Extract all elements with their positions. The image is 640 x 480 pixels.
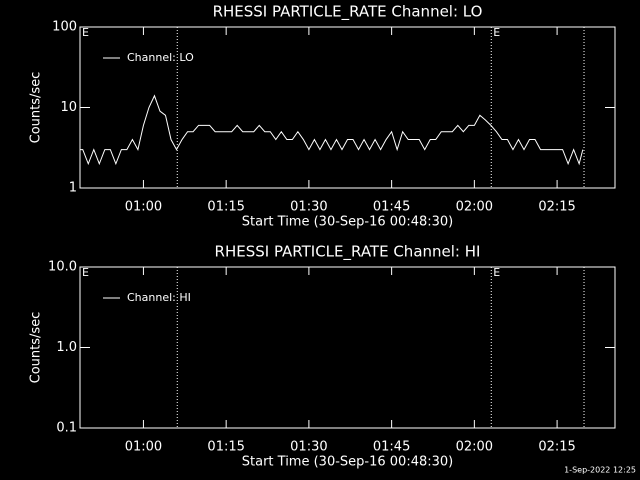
y-tick-label: 10.0 [48,260,77,275]
chart-title: RHESSI PARTICLE_RATE Channel: LO [213,3,483,22]
x-tick-label: 01:15 [207,440,244,455]
annotation: E [493,266,500,279]
x-tick-label: 02:00 [456,200,493,215]
x-tick-label: 02:15 [538,440,575,455]
x-axis-label: Start Time (30-Sep-16 00:48:30) [242,455,453,470]
y-axis-label: Counts/sec [29,312,44,384]
chart-title: RHESSI PARTICLE_RATE Channel: HI [215,243,481,262]
x-tick-label: 02:00 [456,440,493,455]
y-tick-label: 1.0 [56,340,77,355]
y-tick-label: 1 [69,181,77,196]
x-axis-label: Start Time (30-Sep-16 00:48:30) [242,215,453,230]
x-tick-label: 02:15 [538,200,575,215]
annotation: E [82,26,89,39]
footer: 1-Sep-2022 12:25 [564,466,636,475]
data-line [80,94,584,166]
x-tick-label: 01:00 [125,440,162,455]
x-tick-label: 01:45 [373,440,410,455]
y-tick-label: 0.1 [56,421,77,436]
annotation: E [82,266,89,279]
legend-label: Channel: LO [127,51,194,64]
y-tick-label: 100 [52,20,77,35]
annotation: E [493,26,500,39]
x-tick-label: 01:15 [207,200,244,215]
y-axis-label: Counts/sec [29,72,44,144]
y-tick-label: 10 [60,100,77,115]
x-tick-label: 01:30 [290,440,327,455]
x-tick-label: 01:30 [290,200,327,215]
x-tick-label: 01:45 [373,200,410,215]
legend-label: Channel: HI [127,291,191,304]
x-tick-label: 01:00 [125,200,162,215]
